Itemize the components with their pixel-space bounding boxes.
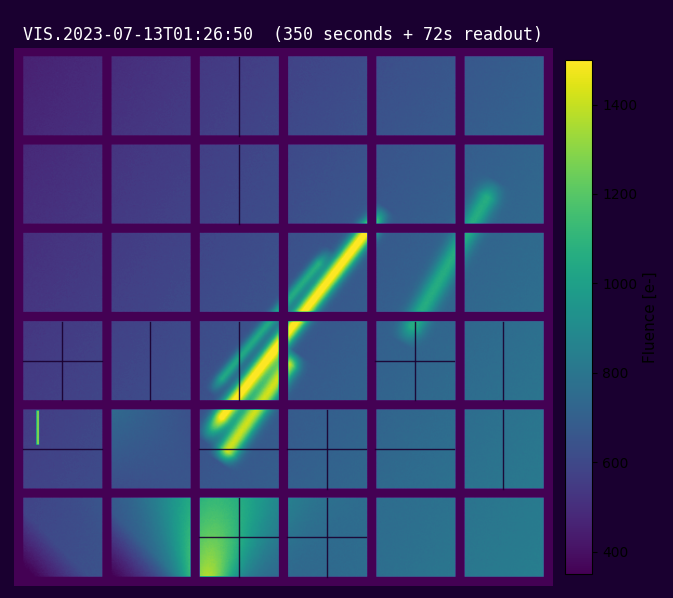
Y-axis label: Fluence [e-]: Fluence [e-] (643, 271, 658, 363)
Title: VIS.2023-07-13T01:26:50  (350 seconds + 72s readout): VIS.2023-07-13T01:26:50 (350 seconds + 7… (23, 26, 542, 44)
